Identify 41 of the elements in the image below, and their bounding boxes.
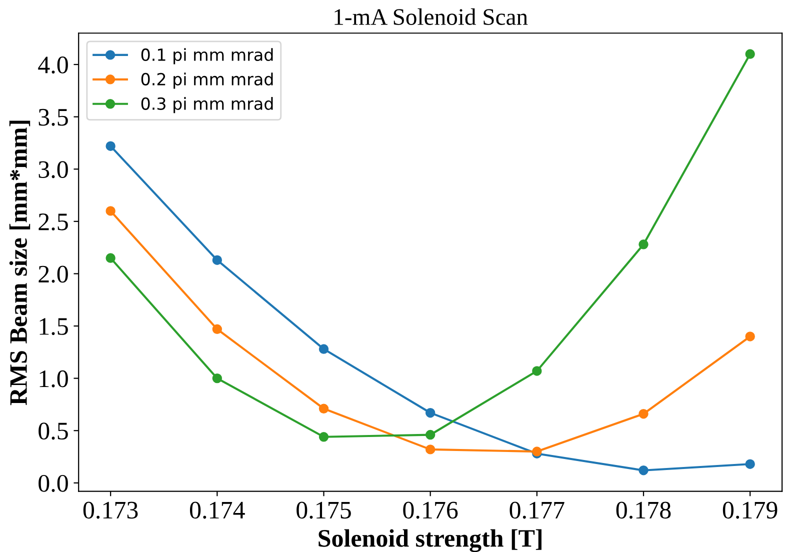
y-tick-label: 0.5 [38,422,68,440]
y-tick-label: 3.5 [38,108,68,126]
point [106,141,116,151]
chart-title: 1-mA Solenoid Scan [334,8,528,26]
x-tick-label: 0.177 [510,502,564,519]
y-tick-label: 4.0 [38,56,68,74]
x-tick-label: 0.178 [616,502,671,519]
point [638,466,648,476]
legend-label: 0.1 pi mm mrad [141,48,273,64]
point [425,430,436,440]
y-tick-label: 0.0 [38,474,68,492]
point [318,344,329,354]
point [106,206,116,216]
x-tick-label: 0.176 [403,502,458,519]
point [532,366,542,376]
x-axis-title: Solenoid strength [T] [318,529,542,552]
point [106,253,116,263]
x-tick-label: 0.179 [722,502,778,519]
y-tick-label: 1.0 [40,370,68,388]
point [425,444,436,454]
point [318,404,329,414]
point [638,240,648,250]
y-tick-label: 2.5 [38,214,68,230]
point [425,408,436,418]
y-tick-label: 1.5 [40,318,68,336]
point [745,459,755,469]
point [745,332,755,342]
y-tick-label: 3.0 [38,161,68,178]
point [745,49,755,59]
point [212,373,222,384]
x-tick-label: 0.174 [190,502,245,519]
x-tick-label: 0.175 [296,502,351,519]
point [638,409,648,419]
legend-label: 0.3 pi mm mrad [141,97,273,114]
x-tick-label: 0.173 [83,502,138,519]
point [318,432,329,442]
point [212,324,222,334]
y-axis-title: RMS Beam size [mm*mm] [9,120,30,406]
legend-label: 0.2 pi mm mrad [141,72,273,89]
point [212,255,222,265]
y-tick-label: 2.0 [38,266,68,283]
